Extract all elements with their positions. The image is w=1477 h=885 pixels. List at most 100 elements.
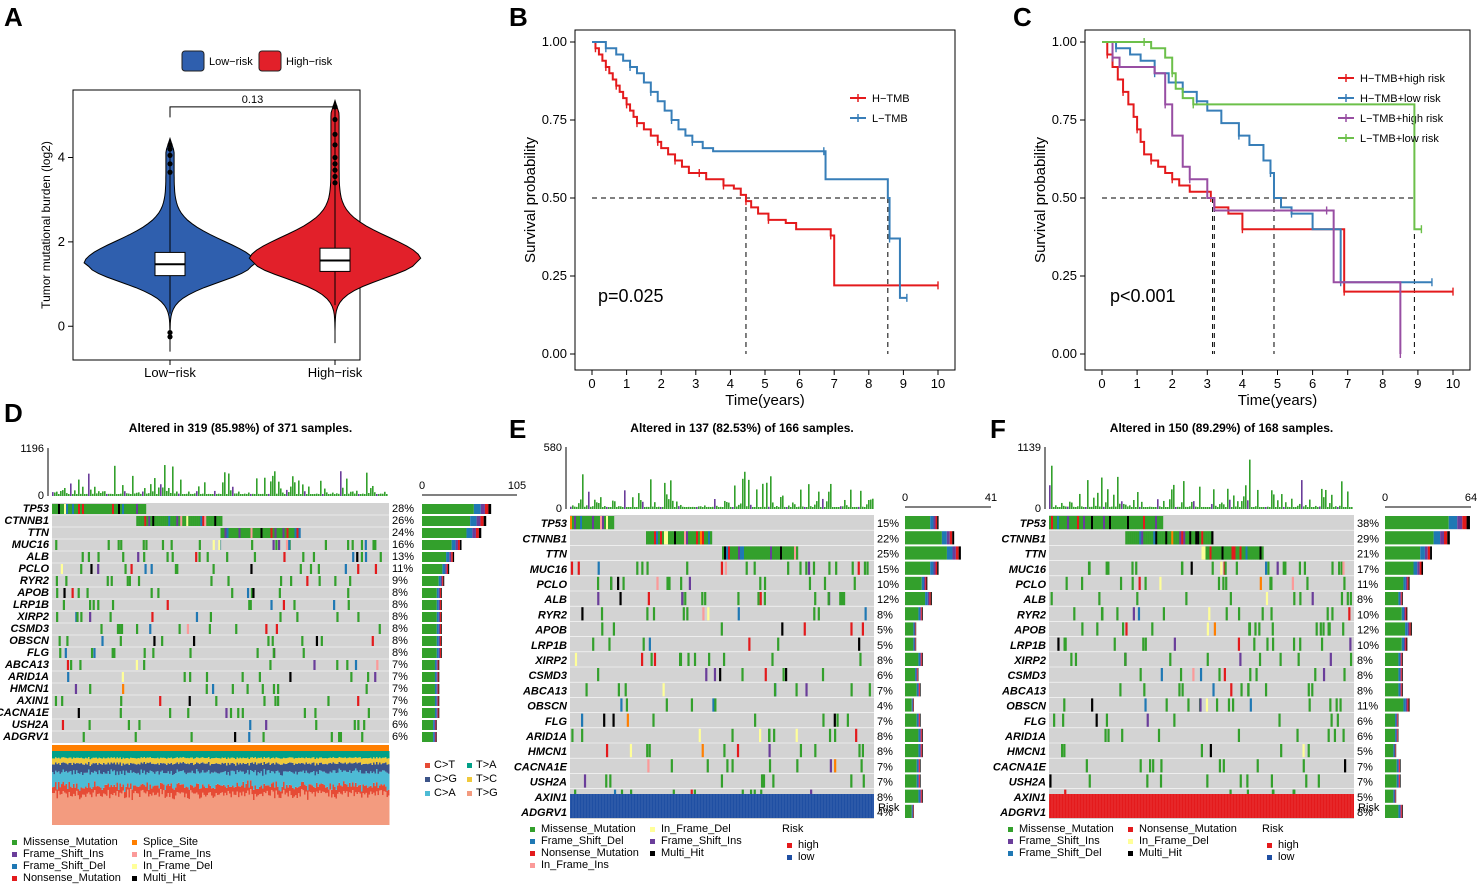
titv-seg (307, 763, 309, 773)
tmb-bar (310, 493, 312, 496)
tmb-bar (206, 494, 208, 496)
gene-percent: 11% (392, 563, 413, 575)
titv-seg (160, 771, 162, 783)
gene-bar-seg (1402, 592, 1403, 606)
titv-seg (257, 788, 259, 796)
titv-seg (277, 757, 279, 764)
gene-bar-seg (440, 576, 443, 586)
gene-bar-seg (422, 516, 471, 526)
titv-seg (140, 751, 142, 758)
titv-seg (88, 751, 90, 758)
mutation-cell (674, 531, 677, 545)
tmb-bar (738, 504, 740, 509)
titv-seg (274, 758, 276, 765)
titv-seg (271, 763, 273, 772)
mutation-cell (796, 546, 799, 560)
mutation-cell (597, 668, 600, 682)
gene-label: HMCN1 (528, 746, 567, 758)
titv-seg (64, 762, 66, 772)
mutation-cell (1207, 546, 1210, 560)
titv-seg (316, 757, 318, 764)
tmb-bar (224, 472, 226, 496)
tmb-bar (1289, 506, 1291, 509)
mutation-cell (186, 624, 190, 634)
titv-seg (332, 770, 334, 785)
titv-seg (221, 772, 223, 786)
titv-seg (287, 757, 289, 763)
mutation-cell (379, 552, 382, 562)
mutation-cell (1211, 531, 1214, 545)
titv-seg (385, 786, 387, 792)
mutation-cell (1296, 728, 1299, 742)
tmb-bar (70, 483, 72, 496)
mutation-cell (212, 564, 215, 574)
titv-seg (74, 763, 76, 775)
titv-seg (133, 757, 135, 764)
titv-seg (64, 792, 66, 825)
mutation-cell (166, 516, 169, 526)
titv-seg (65, 783, 67, 794)
titv-seg (179, 784, 181, 794)
mutation-cell (71, 588, 74, 598)
titv-seg (172, 758, 174, 765)
titv-seg (352, 751, 354, 758)
gene-bar-seg (917, 668, 918, 682)
titv-seg (134, 773, 136, 786)
gene-label: ABCA13 (4, 659, 49, 671)
gene-label: PCLO (1015, 579, 1046, 591)
tmb-bar (1089, 506, 1091, 509)
tmb-bar (372, 485, 374, 496)
titv-seg (193, 793, 195, 825)
titv-seg (382, 770, 384, 786)
titv-seg (260, 793, 262, 825)
gene-bar-seg (436, 660, 438, 670)
tmb-bar (56, 491, 58, 496)
mutation-cell (1127, 531, 1130, 545)
tmb-bar (720, 506, 722, 509)
mutation-cell (279, 612, 282, 622)
titv-seg (166, 785, 168, 797)
p-value: 0.13 (242, 94, 263, 106)
titv-seg (193, 751, 195, 759)
titv-seg (286, 792, 288, 825)
titv-seg (310, 772, 312, 785)
mutation-cell (654, 531, 657, 545)
titv-seg (148, 796, 150, 825)
titv-seg (296, 787, 298, 799)
gene-bar-seg (438, 624, 440, 634)
mutation-cell (254, 528, 257, 538)
tmb-bar (1211, 503, 1213, 509)
mutation-cell (1138, 576, 1141, 590)
titv-seg (370, 771, 372, 786)
tmb-bar (746, 506, 748, 509)
mutation-cell (138, 504, 141, 514)
mutation-cell (110, 576, 113, 586)
variant-legend-label: In_Frame_Ins (541, 859, 609, 871)
mutation-cell (868, 683, 871, 697)
tmb-bar (1235, 506, 1237, 509)
titv-seg (106, 764, 108, 774)
mutation-cell (346, 660, 349, 670)
mutation-cell (1340, 592, 1344, 606)
titv-seg (155, 785, 157, 795)
mutation-cell (1089, 516, 1092, 530)
titv-seg (224, 751, 226, 758)
titv-seg (71, 787, 73, 797)
titv-seg (77, 757, 79, 764)
mutation-cell (1284, 561, 1287, 575)
titv-seg (143, 757, 145, 762)
gene-bar-seg (445, 564, 447, 574)
mutation-cell (1093, 516, 1096, 530)
titv-seg (260, 757, 262, 763)
mutation-cell (861, 622, 864, 636)
titv-seg (109, 751, 111, 759)
variant-legend-key (650, 827, 655, 832)
y-tick-label: 0.75 (1052, 112, 1077, 127)
gene-bar-seg (437, 660, 439, 670)
titv-seg (121, 751, 123, 760)
titv-seg (316, 763, 318, 772)
gene-percent: 16% (392, 539, 414, 551)
titv-seg (104, 751, 106, 759)
tmb-bar (1197, 506, 1199, 509)
gene-bar-seg (452, 552, 455, 562)
